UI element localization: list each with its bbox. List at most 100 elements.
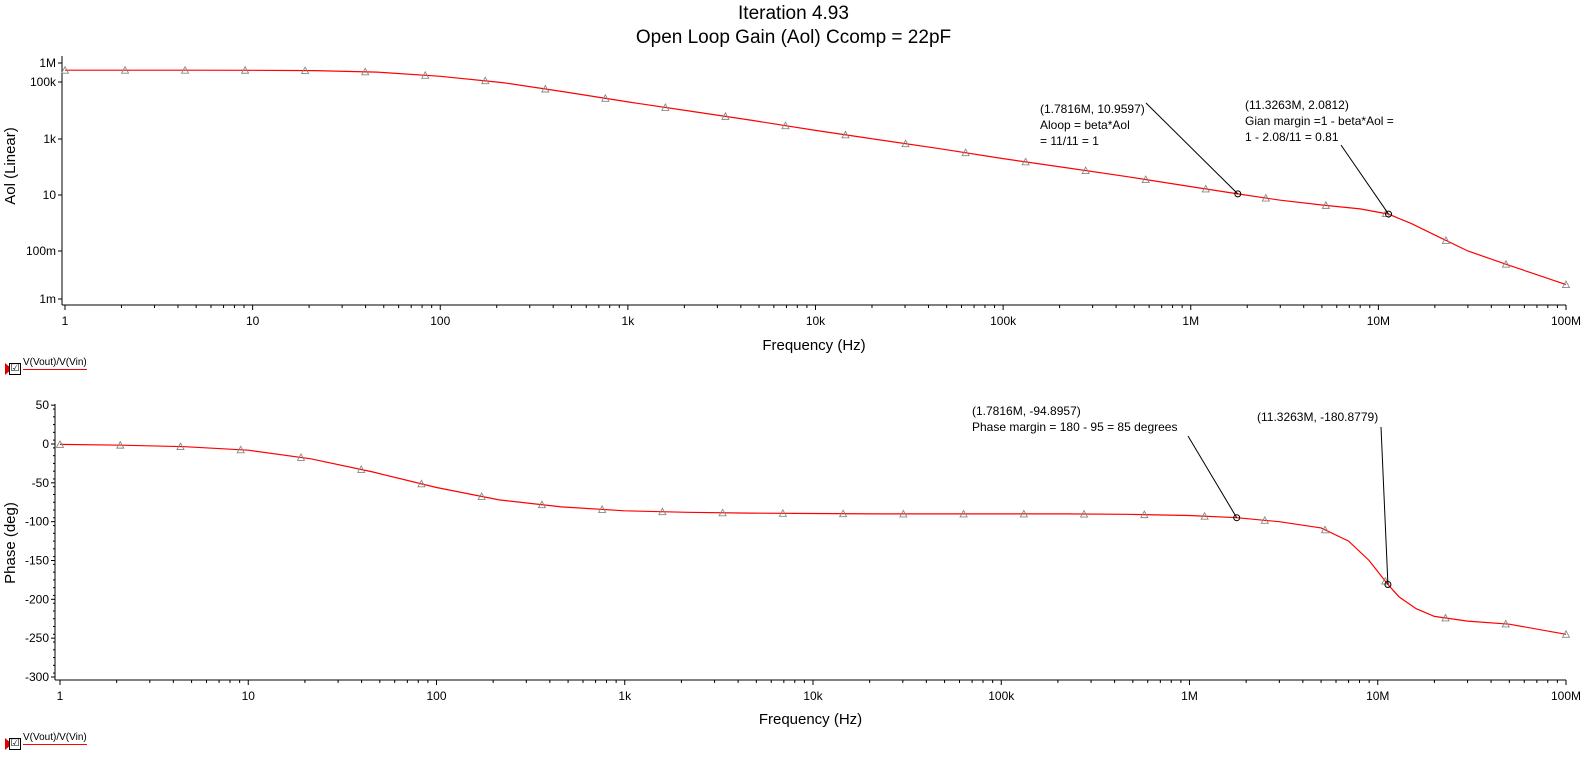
x-tick-label: 1: [57, 689, 64, 703]
data-point-marker: [1081, 166, 1090, 175]
data-point-marker: [417, 479, 426, 488]
x-tick-label: 10: [242, 689, 256, 703]
title-line-1: Iteration 4.93: [738, 3, 849, 24]
x-tick-label: 1M: [1181, 689, 1198, 703]
data-point-marker: [477, 492, 486, 500]
data-point-marker: [1321, 200, 1331, 209]
x-tick-label: 10: [246, 314, 260, 328]
legend-label-gain[interactable]: V(Vout)/V(Vin): [23, 357, 87, 370]
data-point-marker: [1260, 515, 1270, 524]
y-tick-label: 50: [36, 398, 50, 412]
data-point-marker: [1019, 509, 1029, 518]
data-point-marker: [1561, 280, 1571, 289]
legend-arrow-icon-gain[interactable]: [5, 363, 12, 375]
x-tick-label: 100M: [1551, 314, 1581, 328]
y-tick-label: 10: [43, 188, 57, 202]
data-point-marker: [1021, 157, 1030, 166]
x-tick-label: 10M: [1366, 689, 1389, 703]
chart-panel-phase: 1 10 100 1k 10k 100k 1M 10M 100M 50 0 -50 -100 -150 -2…: [2, 398, 1581, 728]
data-point-marker: [1140, 510, 1149, 519]
cursor-annotation: = 11/11 = 1: [1040, 134, 1099, 148]
data-point-marker: [120, 65, 130, 74]
legend-checkbox-gain[interactable]: ☑: [9, 363, 21, 375]
data-point-marker: [1441, 613, 1450, 622]
data-point-marker: [658, 507, 667, 516]
data-point-marker: [1141, 175, 1150, 184]
y-tick-label: 100k: [30, 75, 57, 89]
chart-title: Iteration 4.93 Open Loop Gain (Aol) Ccom…: [0, 2, 1587, 50]
x-tick-label: 1k: [622, 314, 636, 328]
data-point-marker: [1200, 511, 1209, 520]
x-tick-label: 100: [426, 689, 446, 703]
cursor-annotation: (1.7816M, -94.8957): [972, 404, 1081, 418]
cursor-marker: [1233, 514, 1241, 522]
series-line: [65, 69, 1567, 286]
data-point-marker: [300, 66, 310, 74]
y-axis-label: Phase (deg): [2, 502, 19, 584]
x-axis-label: Frequency (Hz): [762, 337, 865, 354]
data-point-marker: [60, 65, 70, 74]
x-tick-label: 100k: [990, 314, 1017, 328]
chart-panel-gain: 1 10 100 1k 10k 100k 1M 10M 100M 1m 100m 10 1k 100k 1M…: [2, 56, 1581, 354]
cursor-annotation: Phase margin = 180 - 95 = 85 degrees: [972, 420, 1177, 434]
data-point-marker: [1201, 184, 1211, 193]
cursor-leader-line: [1340, 144, 1389, 215]
data-point-marker: [420, 70, 430, 79]
data-point-marker: [778, 508, 788, 517]
cursor-annotation: Aloop = beta*Aol: [1040, 118, 1130, 132]
data-point-marker: [718, 508, 727, 517]
cursor-marker: [1384, 580, 1392, 588]
cursor-annotation: (11.3263M, 2.0812): [1245, 98, 1349, 112]
data-point-marker: [115, 440, 125, 449]
y-tick-label: 100m: [26, 244, 56, 258]
y-tick-label: 1m: [39, 292, 56, 306]
x-tick-label: 1M: [1182, 314, 1199, 328]
x-tick-label: 100k: [988, 689, 1015, 703]
data-point-marker: [236, 445, 245, 454]
y-tick-label: -250: [25, 631, 49, 645]
y-tick-label: 0: [42, 437, 49, 451]
data-point-marker: [841, 130, 850, 139]
y-tick-label: -150: [25, 554, 49, 568]
cursor-annotation: Gian margin =1 - beta*Aol =: [1245, 114, 1394, 128]
cursor-annotation: (1.7816M, 10.9597): [1040, 102, 1145, 116]
cursor-annotation: (11.3263M, -180.8779): [1257, 410, 1378, 424]
data-point-marker: [1079, 509, 1089, 518]
data-point-marker: [537, 500, 547, 509]
data-point-marker: [901, 139, 910, 148]
data-point-marker: [781, 121, 790, 130]
data-point-marker: [296, 452, 306, 461]
x-axis-label: Frequency (Hz): [759, 711, 862, 728]
cursor-marker: [1234, 190, 1242, 198]
y-tick-label: -50: [32, 476, 50, 490]
legend-label-phase[interactable]: V(Vout)/V(Vin): [23, 732, 87, 745]
data-point-marker: [481, 76, 490, 85]
y-tick-label: 1M: [39, 56, 56, 70]
data-point-marker: [721, 111, 730, 120]
data-point-marker: [356, 465, 366, 473]
data-point-marker: [961, 148, 970, 157]
data-point-marker: [1501, 619, 1511, 628]
data-point-marker: [959, 509, 968, 518]
x-tick-label: 1: [62, 314, 69, 328]
data-point-marker: [180, 65, 190, 74]
x-tick-label: 10k: [803, 689, 823, 703]
y-tick-label: 1k: [43, 132, 57, 146]
data-point-marker: [240, 65, 250, 74]
legend-arrow-icon-phase[interactable]: [5, 738, 12, 750]
cursor-marker: [1385, 210, 1393, 218]
data-point-marker: [838, 509, 848, 518]
y-axis-label: Aol (Linear): [2, 127, 19, 205]
data-point-marker: [601, 93, 610, 102]
cursor-annotation: 1 - 2.08/11 = 0.81: [1245, 130, 1339, 144]
data-point-marker: [1320, 525, 1330, 534]
data-point-marker: [360, 67, 370, 76]
legend-checkbox-phase[interactable]: ☑: [9, 738, 21, 750]
data-point-marker: [661, 103, 670, 111]
y-tick-label: -100: [25, 515, 49, 529]
x-tick-label: 10k: [806, 314, 826, 328]
data-point-marker: [1501, 259, 1511, 268]
data-point-marker: [597, 504, 607, 513]
y-tick-label: -300: [25, 670, 49, 684]
